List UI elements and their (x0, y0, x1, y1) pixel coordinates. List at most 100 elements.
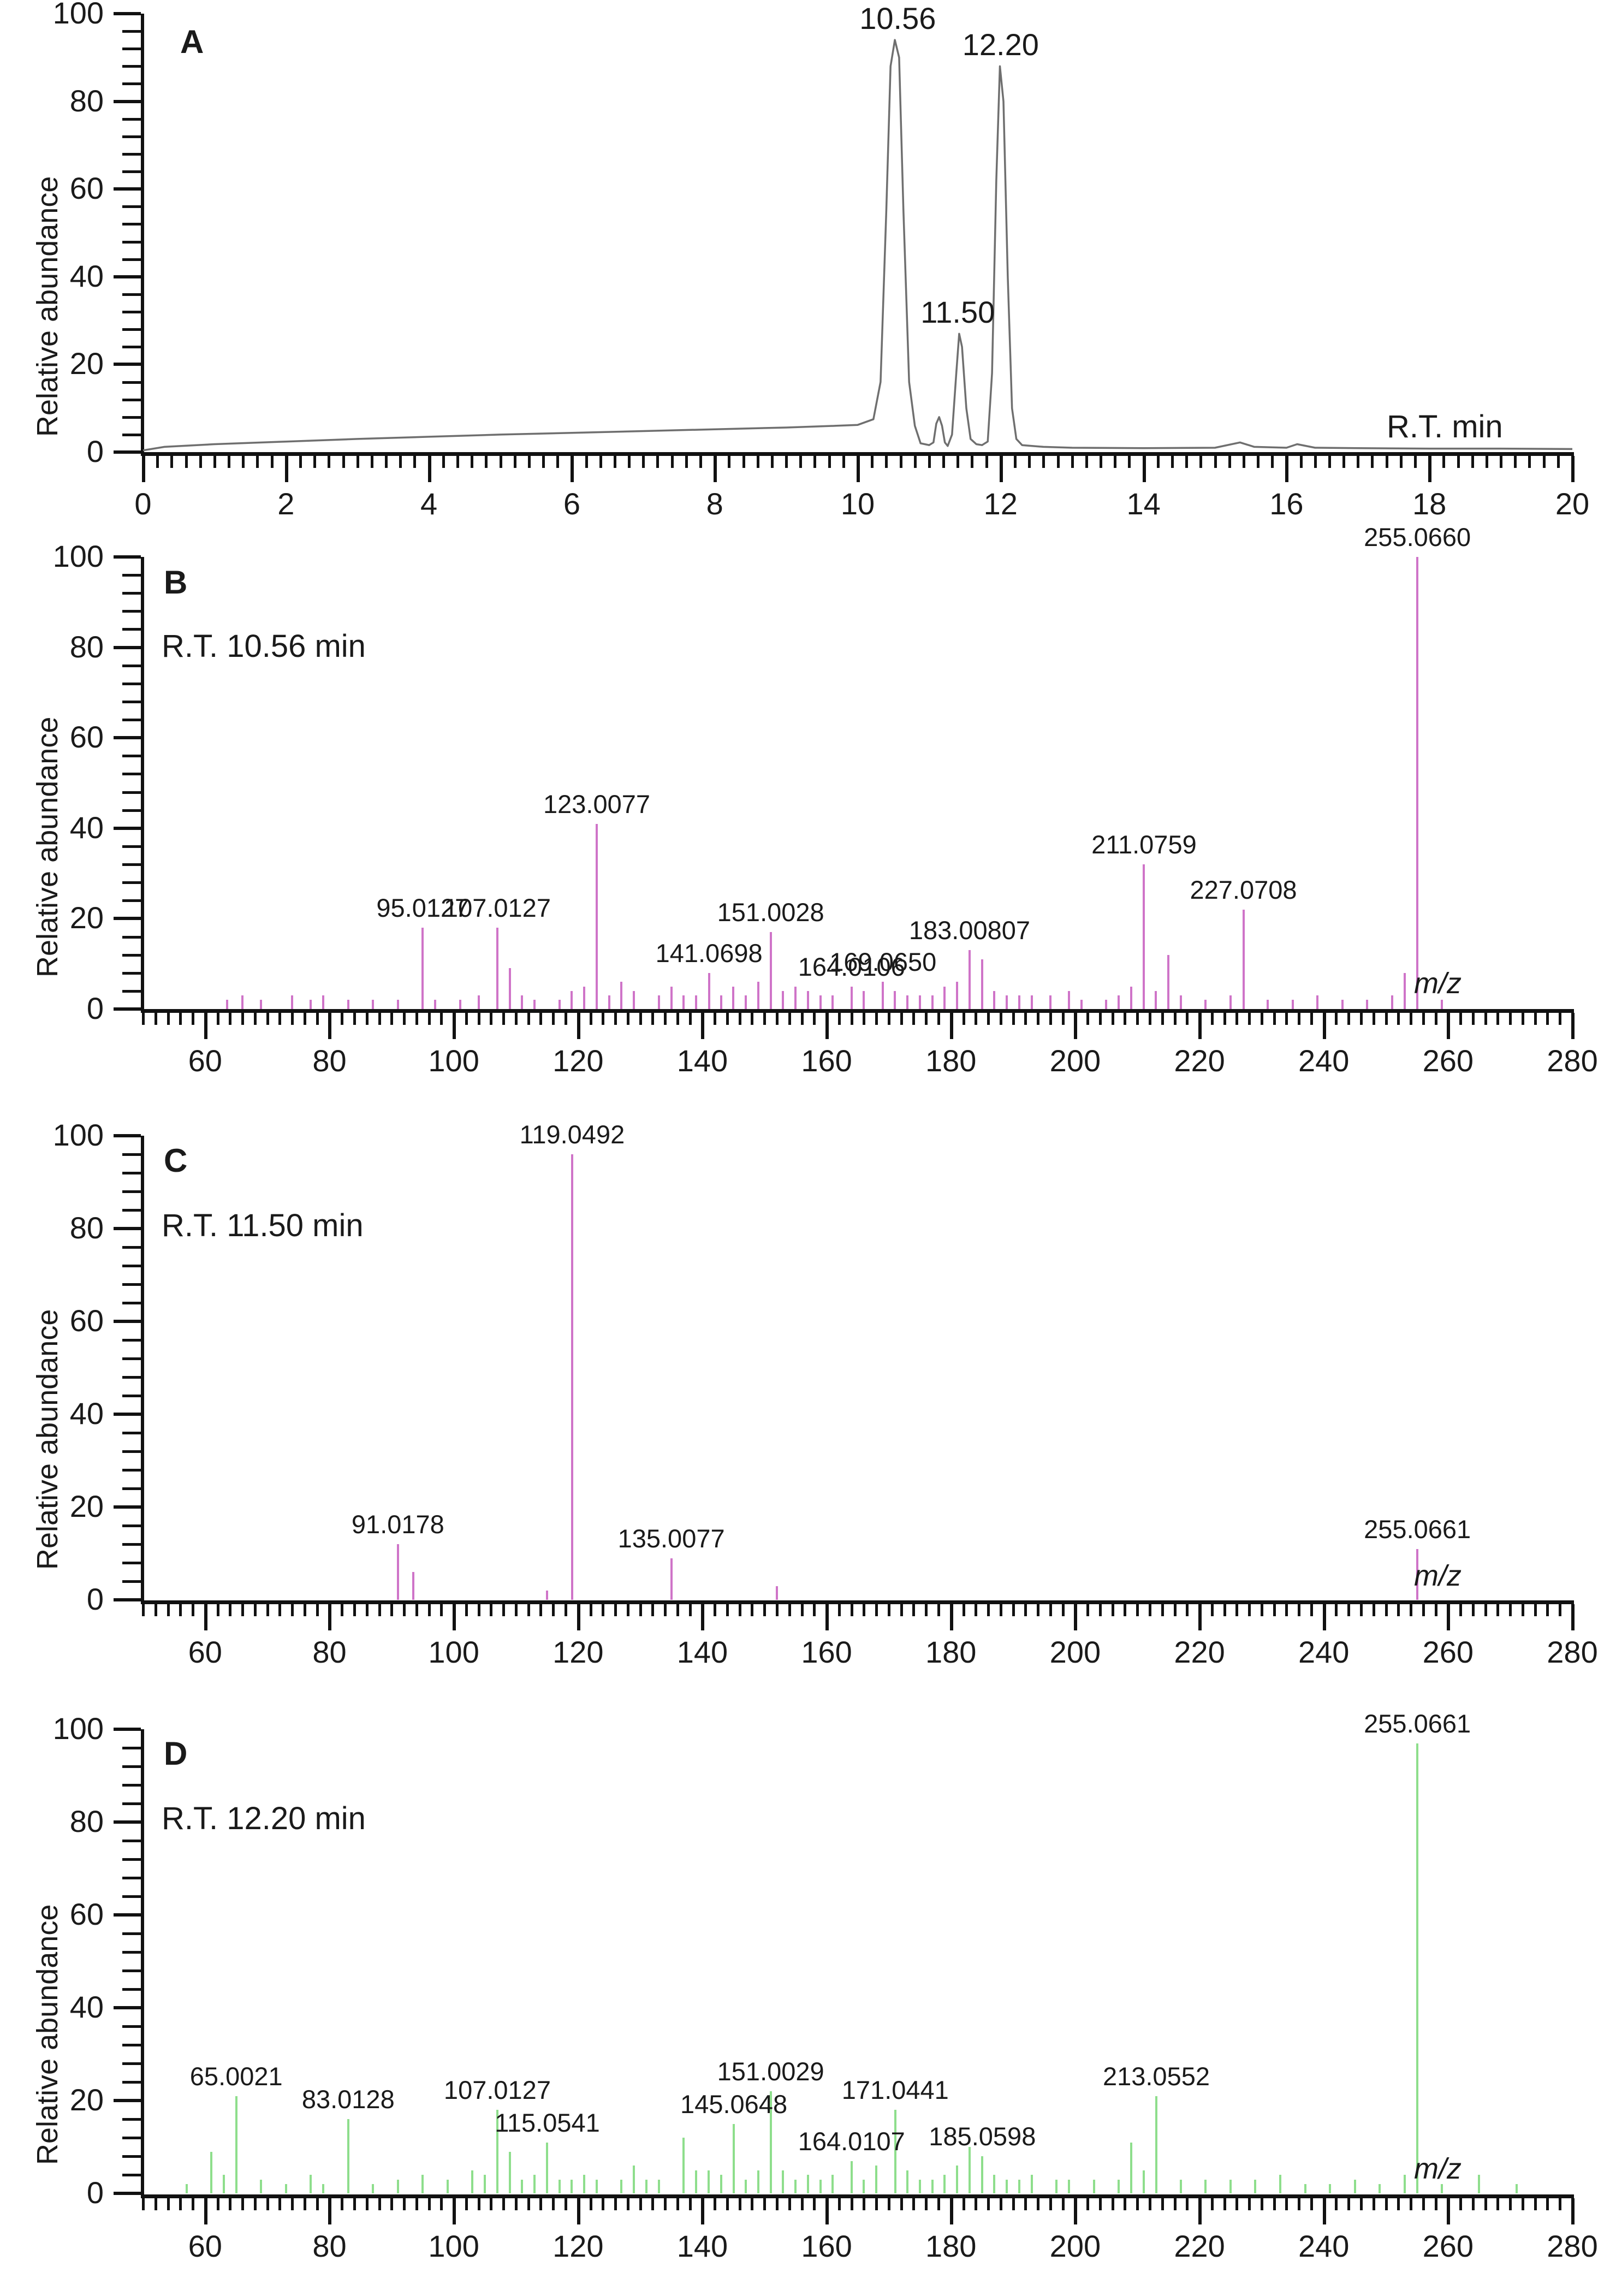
mass-peak (1143, 864, 1145, 1009)
x-axis-minor-tick (788, 1604, 791, 1616)
y-axis-tick-label: 100 (52, 0, 104, 30)
x-axis-minor-tick (1442, 456, 1446, 468)
mass-peak (1130, 986, 1132, 1009)
x-axis-minor-tick (356, 456, 359, 468)
mass-peak (1416, 1743, 1419, 2193)
mass-peak (222, 2175, 225, 2193)
mass-peak (241, 995, 244, 1009)
mass-peak-label: 185.0598 (929, 2122, 1036, 2151)
y-axis-tick-label: 0 (86, 434, 104, 468)
x-axis-minor-tick (179, 2198, 182, 2210)
x-axis-minor-tick (1509, 1604, 1512, 1616)
x-axis-minor-tick (514, 2198, 518, 2210)
y-axis-tick-label: 60 (69, 1303, 104, 1338)
x-axis-minor-tick (1242, 456, 1245, 468)
x-axis-minor-tick (242, 456, 245, 468)
mass-peak (894, 2110, 896, 2193)
mass-peak (1155, 990, 1157, 1009)
mass-peak (521, 995, 524, 1009)
x-axis-minor-tick (1422, 1013, 1425, 1025)
x-axis-minor-tick (154, 2198, 157, 2210)
mass-peak (682, 2138, 685, 2193)
mass-peak (372, 1000, 375, 1009)
x-axis-minor-tick (728, 456, 731, 468)
x-axis-minor-tick (628, 456, 631, 468)
x-axis-minor-tick (664, 1013, 667, 1025)
mass-peak (1341, 1000, 1344, 1009)
x-axis-minor-tick (788, 1013, 791, 1025)
y-axis-major-tick (114, 736, 141, 740)
x-axis-major-tick (949, 1604, 953, 1630)
mass-peak (1478, 2175, 1481, 2193)
x-axis-minor-tick (1056, 456, 1060, 468)
x-axis-minor-tick (552, 1013, 555, 1025)
mass-peak (620, 982, 623, 1009)
y-axis-tick-label: 40 (69, 810, 104, 845)
y-axis-major-tick (114, 1320, 141, 1323)
x-axis-minor-tick (676, 1604, 679, 1616)
x-axis-minor-tick (664, 2198, 667, 2210)
x-axis-minor-tick (842, 456, 845, 468)
y-axis-minor-tick (122, 1562, 141, 1564)
x-axis-minor-tick (179, 1013, 182, 1025)
x-axis-minor-tick (900, 1604, 903, 1616)
x-axis-minor-tick (1049, 1013, 1052, 1025)
x-axis-minor-tick (1484, 1604, 1487, 1616)
x-axis-minor-tick (1521, 1013, 1524, 1025)
x-axis-minor-tick (1500, 456, 1503, 468)
x-axis-major-tick (453, 2198, 456, 2224)
mass-peak (1403, 972, 1406, 1009)
x-axis-minor-tick (313, 456, 317, 468)
x-axis-minor-tick (1136, 2198, 1139, 2210)
x-axis-major-tick (204, 2198, 207, 2224)
mass-peak (1049, 995, 1051, 1009)
mass-peak (533, 2175, 536, 2193)
y-axis-tick-label: 60 (69, 171, 104, 206)
panel-d-y-axis (141, 1729, 144, 2194)
x-axis-minor-tick (676, 2198, 679, 2210)
x-axis-tick-label: 140 (676, 2229, 728, 2263)
mass-peak (1055, 2179, 1058, 2193)
mass-peak (421, 2175, 424, 2193)
y-axis-minor-tick (122, 416, 141, 419)
x-axis-minor-tick (216, 1013, 219, 1025)
x-axis-minor-tick (1199, 456, 1203, 468)
panel-b: Relative abundance 0 20 40 60 80 100 B R.T. 1… (0, 523, 1610, 1106)
y-axis-major-tick (114, 1913, 141, 1917)
x-axis-minor-tick (1024, 2198, 1027, 2210)
x-axis-minor-tick (556, 456, 560, 468)
y-axis-tick-label: 80 (69, 83, 104, 118)
mass-peak-label: 164.0106 (798, 952, 905, 981)
x-axis-minor-tick (863, 2198, 866, 2210)
mass-peak (496, 2110, 498, 2193)
panel-d-x-axis-label: m/z (1414, 2152, 1462, 2185)
x-axis-tick-label: 2 (277, 487, 295, 521)
x-axis-minor-tick (602, 1604, 605, 1616)
mass-peak (1118, 995, 1120, 1009)
x-axis-tick-label: 160 (801, 2229, 852, 2263)
mass-peak (322, 995, 325, 1009)
x-axis-minor-tick (1086, 1013, 1090, 1025)
x-axis-minor-tick (192, 1013, 195, 1025)
panel-b-x-axis-label: m/z (1414, 967, 1462, 1000)
x-axis-tick-label: 220 (1174, 2229, 1225, 2263)
mass-peak (657, 2179, 660, 2193)
mass-peak (757, 2170, 759, 2193)
mass-peak-label: 119.0492 (519, 1120, 625, 1149)
mass-peak (794, 2179, 797, 2193)
x-axis-minor-tick (440, 1604, 443, 1616)
x-axis-minor-tick (887, 1013, 890, 1025)
y-axis-tick-label: 100 (52, 1711, 104, 1746)
x-axis-minor-tick (1260, 1604, 1263, 1616)
mass-peak-label: 164.0107 (798, 2126, 905, 2156)
x-axis-minor-tick (1559, 1013, 1562, 1025)
x-axis-minor-tick (213, 456, 216, 468)
mass-peak (1092, 2179, 1095, 2193)
y-axis-minor-tick (122, 258, 141, 261)
x-axis-minor-tick (1534, 1013, 1537, 1025)
x-axis-minor-tick (1485, 456, 1488, 468)
x-axis-major-tick (328, 2198, 332, 2224)
x-axis-minor-tick (1061, 1604, 1065, 1616)
mass-peak (863, 990, 865, 1009)
x-axis-minor-tick (912, 1013, 916, 1025)
